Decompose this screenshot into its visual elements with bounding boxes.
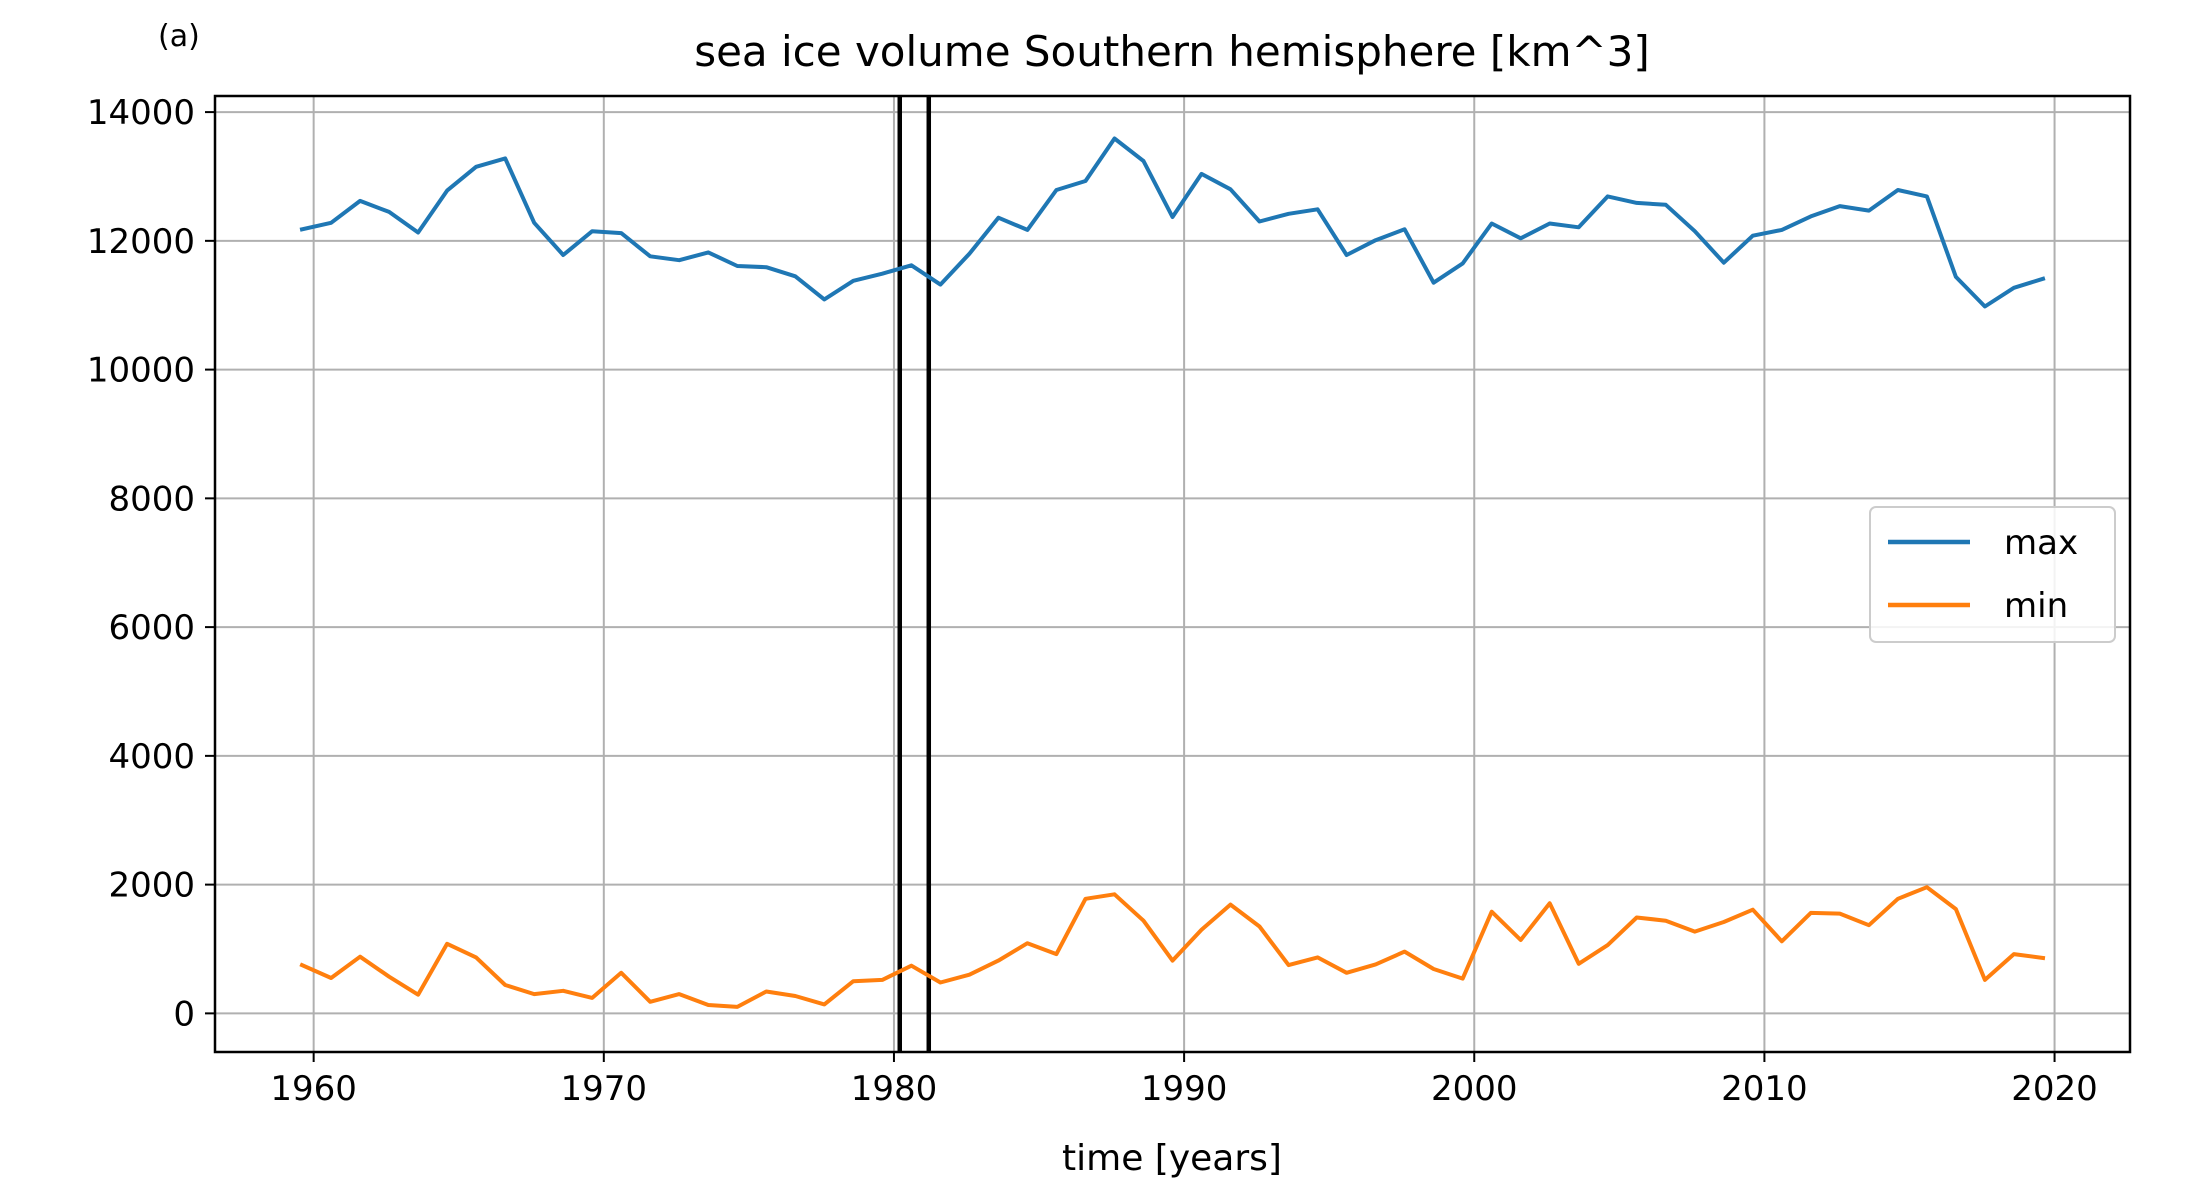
grid — [215, 96, 2130, 1052]
y-tick-label: 4000 — [108, 737, 195, 777]
x-tick-label: 2010 — [1721, 1069, 1808, 1109]
y-tick-label: 10000 — [87, 351, 195, 391]
x-tick-label: 1990 — [1141, 1069, 1228, 1109]
y-tick-label: 0 — [173, 994, 195, 1034]
y-tick-label: 12000 — [87, 222, 195, 262]
x-axis-label: time [years] — [1062, 1138, 1282, 1179]
chart-title: sea ice volume Southern hemisphere [km^3… — [694, 27, 1650, 76]
x-tick-label: 1970 — [561, 1069, 648, 1109]
y-tick-label: 2000 — [108, 866, 195, 906]
y-tick-label: 6000 — [108, 608, 195, 648]
y-tick-label: 14000 — [87, 93, 195, 133]
series-line-max — [299, 136, 2046, 309]
x-tick-label: 2020 — [2011, 1069, 2098, 1109]
panel-label: (a) — [158, 19, 200, 54]
legend-box — [1869, 506, 2116, 643]
legend-label-min: min — [2004, 586, 2068, 626]
legend: max min — [1869, 506, 2116, 643]
x-axis: 1960 1970 1980 1990 2000 2010 2020 — [270, 1052, 2098, 1109]
series-line-min — [299, 885, 2046, 1009]
x-tick-label: 1960 — [270, 1069, 357, 1109]
series-lines — [299, 136, 2046, 1009]
x-tick-label: 1980 — [851, 1069, 938, 1109]
plot-frame — [213, 94, 2132, 1054]
y-tick-label: 8000 — [108, 479, 195, 519]
y-axis: 0 2000 4000 6000 8000 10000 12000 14000 — [87, 93, 215, 1034]
vertical-markers — [897, 96, 932, 1052]
x-tick-label: 2000 — [1431, 1069, 1518, 1109]
legend-label-max: max — [2004, 523, 2078, 563]
